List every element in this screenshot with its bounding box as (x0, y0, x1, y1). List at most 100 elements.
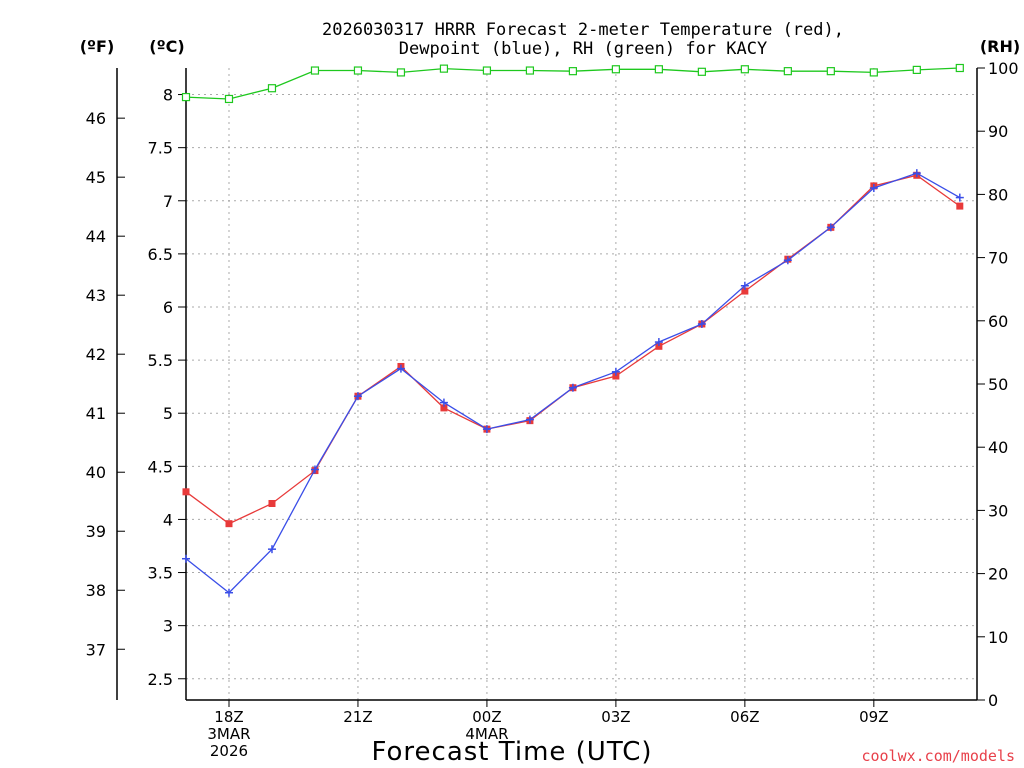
x-tick-label-2-0: 00Z (472, 708, 501, 726)
rh-tick-label-10: 100 (988, 59, 1019, 78)
fahrenheit-tick-label-0: 37 (86, 640, 106, 659)
x-axis-title: Forecast Time (UTC) (371, 737, 652, 767)
rh-tick-label-5: 50 (988, 375, 1008, 394)
celsius-tick-label-1: 3 (163, 617, 173, 636)
dewpoint-point-17 (912, 169, 921, 178)
fahrenheit-tick-label-9: 46 (86, 109, 106, 128)
dewpoint-point-14 (783, 256, 792, 265)
rh-tick-label-3: 30 (988, 501, 1008, 520)
rh-point-14 (783, 67, 792, 76)
x-tick-label-0-1: 3MAR (207, 725, 250, 743)
temperature-point-0 (182, 488, 190, 496)
celsius-tick-label-2: 3.5 (148, 564, 173, 583)
dewpoint-point-12 (697, 319, 706, 328)
rh-tick-label-8: 80 (988, 185, 1008, 204)
chart-subtitle: Dewpoint (blue), RH (green) for KACY (399, 39, 767, 59)
rh-point-6 (439, 64, 449, 73)
chart-axes (116, 68, 978, 701)
rh-point-16 (869, 68, 878, 77)
rh-point-2 (267, 84, 277, 93)
rh-tick-label-1: 10 (988, 628, 1008, 647)
dewpoint-point-11 (654, 338, 663, 347)
rh-point-13 (740, 65, 749, 74)
temperature-point-10 (612, 372, 620, 380)
celsius-tick-label-0: 2.5 (148, 670, 173, 689)
dewpoint-point-5 (396, 364, 405, 373)
rh-tick-label-7: 70 (988, 249, 1008, 268)
x-tick-label-5-0: 09Z (859, 708, 888, 726)
rh-point-5 (396, 68, 406, 77)
series-temperature (182, 171, 964, 528)
series-plot (181, 63, 964, 597)
dewpoint-point-10 (611, 367, 620, 376)
fahrenheit-tick-label-1: 38 (86, 581, 106, 600)
celsius-tick-label-9: 7 (163, 192, 173, 211)
celsius-tick-label-8: 6.5 (148, 245, 173, 264)
x-tick-label-0-2: 2026 (210, 742, 248, 760)
rh-point-10 (611, 65, 620, 74)
celsius-unit-label: (ºC) (149, 37, 184, 56)
rh-point-11 (654, 65, 663, 74)
rh-unit-label: (RH) (980, 37, 1020, 56)
dewpoint-point-9 (568, 383, 577, 392)
fahrenheit-tick-label-8: 45 (86, 168, 106, 187)
series-rh (181, 63, 964, 104)
x-tick-label-2-1: 4MAR (465, 725, 508, 743)
dewpoint-point-4 (353, 392, 362, 401)
temperature-point-18 (956, 202, 964, 210)
dewpoint-point-2 (267, 545, 276, 554)
dewpoint-point-6 (439, 398, 448, 407)
rh-point-7 (482, 66, 492, 75)
dewpoint-point-0 (182, 554, 190, 563)
fahrenheit-tick-label-7: 44 (86, 227, 106, 246)
celsius-tick-label-3: 4 (163, 510, 173, 529)
temperature-line (185, 174, 961, 525)
x-tick-label-1-0: 21Z (343, 708, 372, 726)
dewpoint-point-3 (310, 465, 319, 474)
fahrenheit-tick-label-5: 42 (86, 345, 106, 364)
credit-label: coolwx.com/models (861, 747, 1015, 765)
fahrenheit-tick-label-6: 43 (86, 286, 106, 305)
rh-tick-label-9: 90 (988, 122, 1008, 141)
rh-point-4 (353, 66, 363, 75)
rh-point-0 (181, 92, 191, 102)
temperature-point-6 (440, 404, 448, 412)
rh-tick-label-2: 20 (988, 565, 1008, 584)
celsius-tick-label-6: 5.5 (148, 351, 173, 370)
rh-tick-label-6: 60 (988, 312, 1008, 331)
fahrenheit-tick-label-3: 40 (86, 463, 106, 482)
fahrenheit-tick-label-4: 41 (86, 404, 106, 423)
celsius-tick-label-4: 4.5 (148, 457, 173, 476)
dewpoint-point-7 (482, 425, 491, 434)
dewpoint-point-1 (224, 588, 233, 597)
temperature-point-2 (268, 499, 276, 507)
series-dewpoint (182, 169, 964, 597)
rh-point-1 (224, 94, 234, 104)
x-tick-label-4-0: 06Z (730, 708, 759, 726)
temperature-point-1 (225, 520, 233, 528)
rh-point-18 (955, 63, 964, 73)
dewpoint-point-8 (525, 415, 534, 424)
rh-point-3 (310, 66, 320, 75)
dewpoint-point-13 (740, 281, 749, 290)
temperature-point-11 (655, 342, 663, 350)
dewpoint-point-18 (955, 193, 964, 202)
chart-title: 2026030317 HRRR Forecast 2-meter Tempera… (322, 20, 844, 40)
celsius-tick-label-5: 5 (163, 404, 173, 423)
rh-point-12 (697, 67, 706, 76)
rh-tick-label-4: 40 (988, 438, 1008, 457)
rh-tick-label-0: 0 (988, 691, 998, 710)
rh-point-15 (826, 67, 835, 76)
rh-point-8 (525, 66, 535, 75)
celsius-tick-label-10: 7.5 (148, 139, 173, 158)
temperature-point-13 (741, 287, 749, 295)
dewpoint-line (185, 172, 961, 594)
tick-labels: 2.5 3 3.5 4 4.5 5 5.5 6 6.5 7 7.5 8 37 38 39 40 41 42 43 44… (86, 59, 1019, 710)
rh-point-9 (568, 67, 578, 76)
celsius-tick-label-11: 8 (163, 86, 173, 105)
fahrenheit-unit-label: (ºF) (80, 37, 115, 56)
dewpoint-point-16 (869, 184, 878, 193)
fahrenheit-tick-label-2: 39 (86, 522, 106, 541)
